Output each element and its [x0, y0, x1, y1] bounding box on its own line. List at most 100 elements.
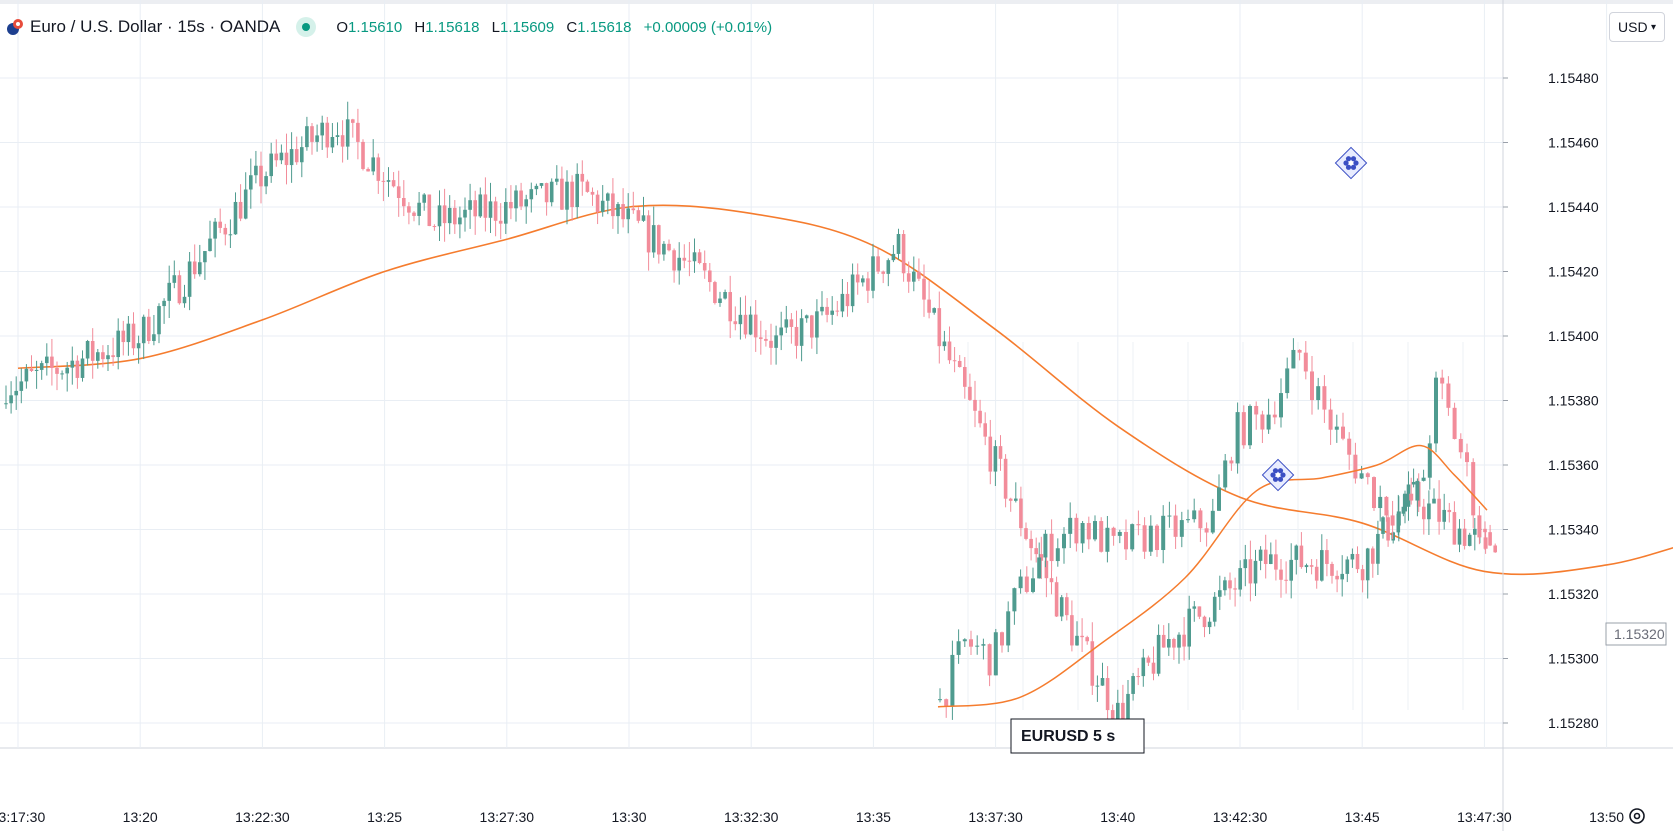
candle-up [24, 368, 29, 382]
candle-down [759, 337, 763, 339]
candle-down [1136, 524, 1141, 526]
candle-up [172, 275, 177, 283]
candle-up [1316, 386, 1321, 401]
candle-up [152, 334, 156, 341]
candle-up [820, 306, 824, 312]
candle-up [956, 641, 961, 655]
ohlc-values: O1.15610 H1.15618 L1.15609 C1.15618 +0.0… [336, 18, 773, 36]
candle-down [987, 644, 992, 676]
candle-up [167, 282, 171, 301]
candle-up [488, 201, 493, 218]
candle-up [85, 340, 90, 359]
candle-down [412, 212, 416, 216]
candle-up [1304, 565, 1309, 568]
candle-up [1269, 554, 1273, 565]
candle-down [351, 119, 355, 123]
candle-down [1310, 371, 1314, 401]
candle-down [1272, 414, 1277, 418]
candle-down [1462, 528, 1467, 546]
price-axis[interactable]: 1.15480 1.15460 1.15440 1.15420 1.15400 1.153… [1502, 0, 1599, 831]
candle-down [1161, 634, 1166, 648]
candle-down [957, 360, 962, 368]
candle-up [157, 306, 161, 335]
candle-up [1031, 578, 1035, 592]
candle-up [60, 373, 64, 375]
candle-down [498, 220, 503, 224]
y-tick-label: 1.15300 [1548, 651, 1599, 667]
candle-down [1248, 559, 1253, 584]
candle-down [1080, 635, 1084, 638]
candle-up [912, 271, 916, 282]
candle-up [1217, 487, 1221, 511]
candle-up [70, 360, 75, 368]
candle-up [1148, 525, 1153, 552]
candle-up [437, 205, 442, 227]
candle-up [45, 356, 49, 364]
candle-down [1447, 509, 1452, 513]
candle-up [840, 293, 845, 312]
candle-up [1340, 573, 1344, 580]
candle-down [1198, 510, 1203, 529]
candle-down [973, 399, 977, 411]
candle-down [570, 181, 574, 208]
candle-up [1421, 477, 1426, 481]
candle-up [932, 308, 936, 313]
candle-down [1471, 462, 1476, 516]
candle-down [29, 368, 34, 371]
candle-down [90, 340, 95, 361]
candle-up [1014, 498, 1018, 501]
symbol-title[interactable]: Euro / U.S. Dollar · 15s · OANDA [30, 17, 281, 36]
candle-up [529, 189, 534, 200]
candle-up [981, 644, 986, 646]
signal-flower-icon [1334, 146, 1368, 180]
candle-up [422, 194, 426, 203]
y-tick-label: 1.15380 [1548, 393, 1599, 409]
candle-up [243, 189, 248, 219]
candle-up [1376, 533, 1380, 564]
candle-up [1167, 515, 1172, 517]
candle-up [1131, 676, 1135, 694]
candle-down [453, 207, 457, 225]
candle-down [1024, 528, 1028, 539]
candle-down [947, 341, 952, 361]
candle-down [1493, 545, 1497, 553]
candle-down [483, 194, 488, 218]
candle-up [182, 296, 187, 304]
candle-up [641, 215, 646, 221]
candle-up [886, 260, 891, 274]
candle-up [565, 181, 569, 210]
market-status-icon[interactable] [296, 17, 317, 37]
candle-down [55, 367, 59, 374]
candle-down [192, 261, 197, 275]
candle-down [906, 273, 911, 282]
candle-down [1085, 637, 1089, 642]
candle-up [1210, 510, 1215, 533]
candle-up [504, 201, 508, 224]
time-axis[interactable]: 13:17:30 13:20 13:22:30 13:25 13:27:30 13:30 1… [0, 809, 1673, 825]
symbol-logo-icon[interactable] [6, 18, 24, 36]
candle-up [187, 261, 192, 297]
candle-down [111, 355, 115, 358]
candle-down [682, 257, 687, 261]
candle-up [1289, 559, 1293, 581]
candle-down [407, 206, 411, 213]
candle-down [876, 256, 880, 272]
candle-down [937, 308, 942, 347]
gear-icon[interactable] [1626, 805, 1648, 827]
candle-up [1391, 532, 1395, 541]
currency-select[interactable]: USD ▾ [1609, 12, 1665, 42]
y-tick-label: 1.15340 [1548, 522, 1599, 538]
candle-up [345, 119, 350, 147]
candle-up [539, 183, 544, 186]
candle-up [1223, 460, 1228, 488]
candle-down [789, 319, 794, 327]
candle-down [1384, 496, 1389, 516]
candle-up [80, 358, 85, 378]
candle-down [1477, 515, 1482, 538]
candle-down [361, 141, 365, 169]
x-tick-label: 13:30 [611, 809, 646, 825]
candle-up [279, 152, 284, 161]
x-tick-label: 13:50 [1589, 809, 1624, 825]
candle-up [1235, 412, 1240, 464]
